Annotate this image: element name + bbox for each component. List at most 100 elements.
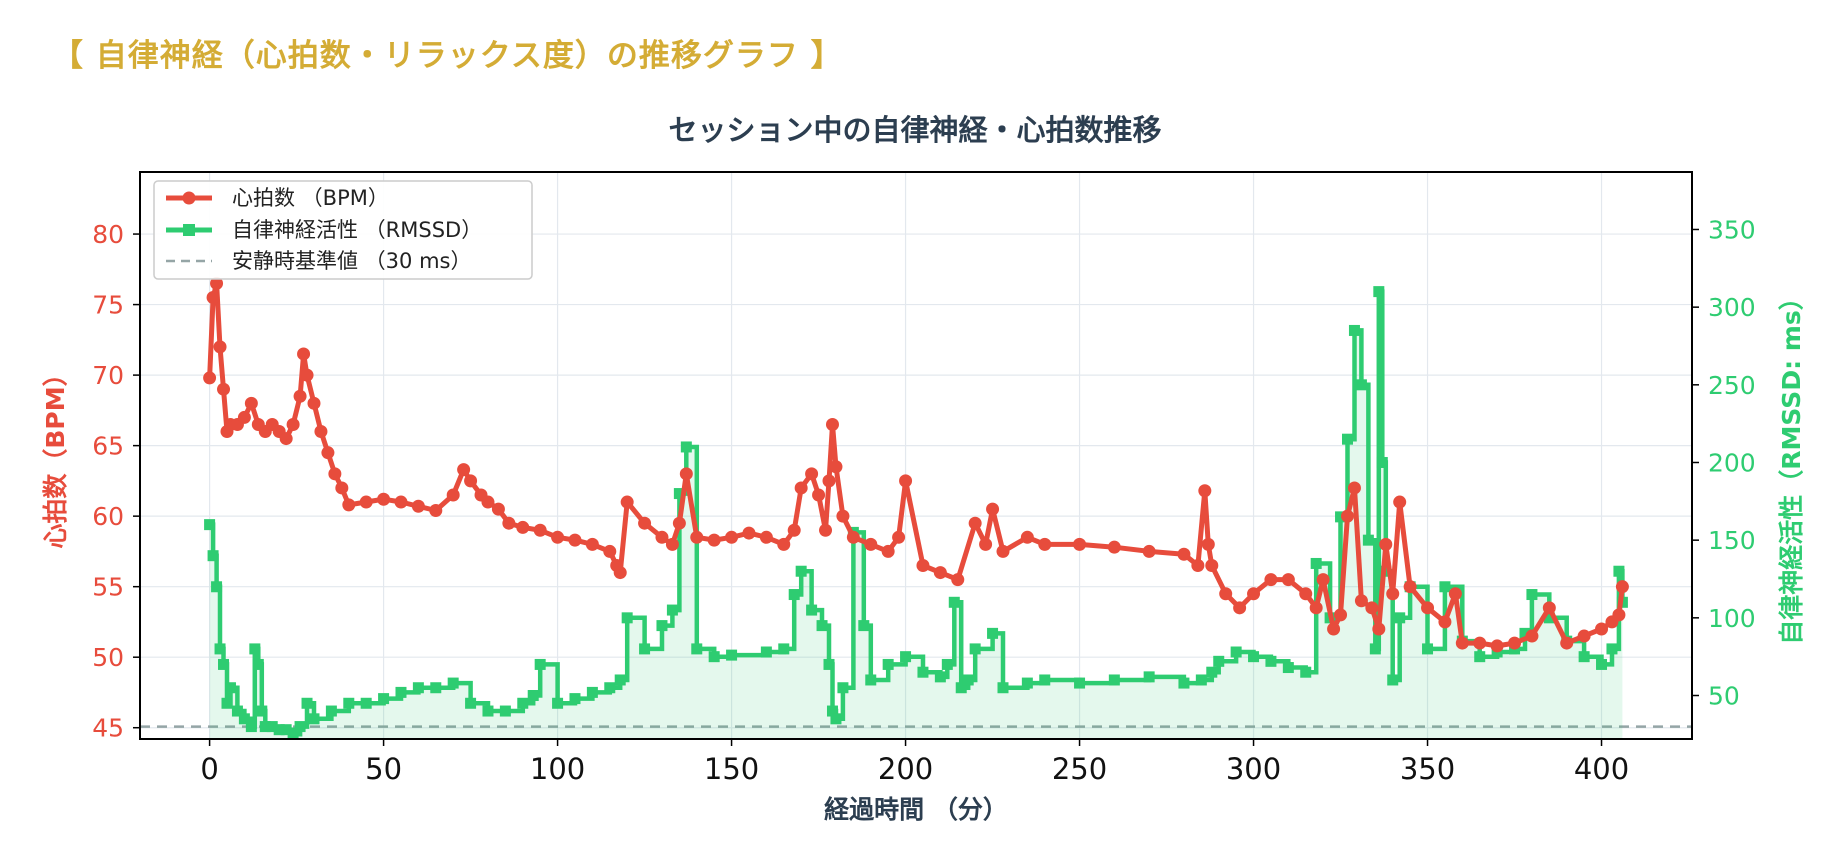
heart-rate-point — [1354, 594, 1368, 608]
rmssd-point — [1355, 379, 1367, 391]
heart-rate-point — [1073, 537, 1087, 551]
legend-box — [153, 180, 533, 280]
heart-rate-point — [825, 417, 839, 431]
y-right-ticks: 50 100 150 200 250 300 350 — [1692, 215, 1756, 711]
plot-frame — [139, 171, 1693, 740]
heart-rate-point — [1198, 484, 1212, 498]
rmssd-point — [1596, 658, 1608, 670]
heart-rate-point — [1233, 601, 1247, 615]
heart-rate-point — [1490, 639, 1504, 653]
y-left-tick-label: 70 — [92, 361, 124, 390]
y-right-tick-label: 100 — [1708, 604, 1756, 633]
heart-rate-point — [836, 509, 850, 523]
rmssd-point — [252, 658, 264, 670]
y-right-tick-label: 300 — [1708, 293, 1756, 322]
legend-heart-rate-label: 心拍数 （BPM） — [232, 186, 389, 210]
heart-rate-point — [986, 502, 1000, 516]
heart-rate-point — [533, 523, 547, 537]
rmssd-point — [830, 713, 842, 725]
heart-rate-point — [585, 537, 599, 551]
y-left-tick-label: 55 — [92, 573, 124, 602]
rmssd-point — [249, 643, 261, 655]
rmssd-point — [823, 658, 835, 670]
heart-rate-point — [1219, 587, 1233, 601]
heart-rate-point — [679, 467, 693, 481]
rmssd-point — [465, 697, 477, 709]
heart-rate-point — [1612, 608, 1626, 622]
rmssd-point — [301, 697, 313, 709]
heart-rate-point — [307, 396, 321, 410]
heart-rate-point — [551, 530, 565, 544]
rmssd-point — [1606, 643, 1618, 655]
heart-rate-point — [1299, 587, 1313, 601]
rmssd-point — [214, 643, 226, 655]
heart-rate-point — [457, 463, 471, 477]
rmssd-point — [1376, 456, 1388, 468]
heart-rate-point — [213, 340, 227, 354]
heart-rate-point — [1247, 587, 1261, 601]
heart-rate-point — [759, 530, 773, 544]
heart-rate-point — [822, 474, 836, 488]
x-tick-label: 0 — [200, 752, 218, 786]
heart-rate-point — [342, 498, 356, 512]
rmssd-point — [1369, 643, 1381, 655]
heart-rate-point — [1403, 580, 1417, 594]
rmssd-point — [211, 581, 223, 593]
heart-rate-point — [491, 502, 505, 516]
rmssd-point — [900, 651, 912, 663]
y-left-ticks: 45 50 55 60 65 70 75 80 — [92, 220, 140, 743]
rmssd-point — [308, 713, 320, 725]
rmssd-point — [760, 646, 772, 658]
rmssd-point — [604, 682, 616, 694]
heart-rate-point — [881, 544, 895, 558]
rmssd-point — [527, 690, 539, 702]
rmssd-point — [691, 643, 703, 655]
rmssd-point — [447, 677, 459, 689]
rmssd-point — [1265, 655, 1277, 667]
rmssd-point — [680, 441, 692, 453]
heart-rate-point — [446, 488, 460, 502]
heart-rate-point — [481, 495, 495, 509]
rmssd-point — [294, 721, 306, 733]
rmssd-point — [482, 705, 494, 717]
heart-rate-point — [1365, 601, 1379, 615]
rmssd-point — [325, 705, 337, 717]
rmssd-point — [1108, 674, 1120, 686]
heart-rate-point — [812, 488, 826, 502]
heart-rate-point — [1438, 615, 1452, 629]
heart-rate-point — [1334, 608, 1348, 622]
rmssd-point — [1373, 286, 1385, 298]
heart-rate-point — [1393, 495, 1407, 509]
y-left-tick-label: 60 — [92, 502, 124, 531]
rmssd-point — [1422, 643, 1434, 655]
rmssd-point — [360, 697, 372, 709]
rmssd-point — [865, 674, 877, 686]
heart-rate-point — [359, 495, 373, 509]
heart-rate-point — [951, 573, 965, 587]
heart-rate-point — [286, 417, 300, 431]
legend-rmssd-label: 自律神経活性 （RMSSD） — [232, 218, 482, 242]
y-right-tick-label: 150 — [1708, 526, 1756, 555]
heart-rate-point — [377, 492, 391, 506]
rmssd-point — [997, 682, 1009, 694]
rmssd-point — [343, 697, 355, 709]
heart-rate-point — [1347, 481, 1361, 495]
heart-rate-point — [996, 544, 1010, 558]
rmssd-point — [969, 643, 981, 655]
rmssd-point — [778, 643, 790, 655]
rmssd-point — [517, 697, 529, 709]
heart-rate-point — [1340, 509, 1354, 523]
rmssd-point — [726, 649, 738, 661]
rmssd-point — [552, 697, 564, 709]
heart-rate-point — [1191, 559, 1205, 573]
heart-rate-point — [1142, 544, 1156, 558]
rmssd-area — [209, 291, 1623, 739]
rmssd-point — [795, 565, 807, 577]
heart-rate-point — [1386, 587, 1400, 601]
heart-rate-point — [300, 368, 314, 382]
rmssd-point — [941, 658, 953, 670]
heart-rate-point — [1201, 537, 1215, 551]
rmssd-point — [1282, 662, 1294, 674]
heart-rate-point — [1205, 559, 1219, 573]
